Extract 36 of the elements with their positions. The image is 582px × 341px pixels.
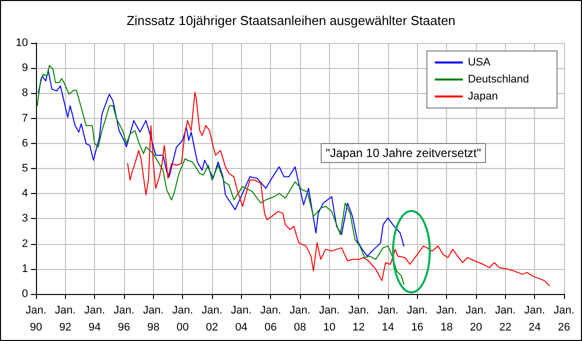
legend-label: USA [468, 56, 492, 68]
x-tick-label: Jan. 04 [230, 304, 252, 334]
legend-label: Japan [468, 90, 498, 102]
chart-title: Zinssatz 10jähriger Staatsanleihen ausgewählter Staaten [126, 13, 456, 28]
x-tick-label: Jan. 90 [26, 304, 46, 334]
y-tick-label: 10 [16, 37, 28, 49]
y-tick-label: 6 [22, 137, 28, 150]
y-tick-label: 1 [22, 262, 28, 275]
y-tick-label: 3 [22, 212, 28, 225]
y-tick-label: 7 [22, 112, 28, 124]
x-tick-label: Jan. 24 [524, 304, 546, 334]
y-tick-label: 9 [22, 62, 28, 74]
y-tick-label: 4 [22, 188, 28, 200]
x-tick-label: Jan. 18 [436, 304, 458, 334]
x-tick-label: Jan. 92 [54, 304, 76, 334]
x-tick-label: Jan. 16 [406, 304, 428, 334]
x-tick-label: Jan. 20 [466, 304, 486, 334]
y-tick-label: 0 [22, 288, 28, 300]
y-tick-label: 2 [22, 238, 28, 250]
x-tick-label: Jan. 14 [378, 304, 398, 334]
annotation: "Japan 10 Jahre zeitversetzt" [326, 146, 482, 160]
legend-label: Deutschland [468, 74, 530, 86]
x-tick-label: Jan. 94 [84, 304, 106, 334]
x-tick-label: Jan. 98 [142, 304, 164, 334]
x-tick-label: Jan. 08 [290, 304, 310, 334]
x-tick-label: Jan. 00 [172, 304, 194, 334]
line-series [127, 92, 550, 286]
y-tick-label: 8 [22, 87, 28, 100]
x-tick-label: Jan. 96 [114, 304, 134, 334]
x-tick-label: Jan. 12 [348, 304, 370, 334]
x-tick-label: Jan. 10 [318, 304, 340, 334]
y-tick-label: 5 [22, 162, 28, 174]
x-tick-label: Jan. 26 [554, 304, 574, 334]
x-tick-label: Jan. 06 [260, 304, 282, 334]
x-tick-label: Jan. 02 [202, 304, 222, 334]
x-tick-label: Jan. 22 [494, 304, 516, 334]
